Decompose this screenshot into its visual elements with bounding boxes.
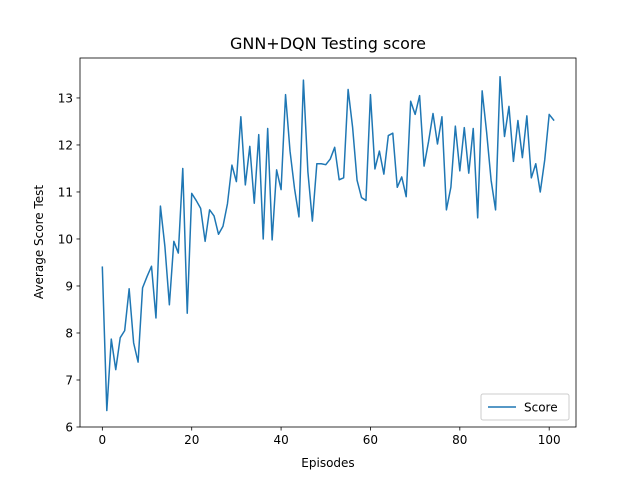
series-line-score [101, 76, 555, 412]
x-tick-label: 0 [99, 433, 107, 447]
legend: Score [480, 393, 570, 421]
y-tick-label: 13 [58, 91, 73, 105]
legend-label-score: Score [524, 401, 558, 415]
x-tick-label: 20 [184, 433, 199, 447]
x-axis: 0 20 40 60 80 100 [99, 427, 561, 447]
x-axis-label: Episodes [301, 456, 354, 470]
y-tick-label: 8 [65, 326, 73, 340]
x-tick-label: 60 [363, 433, 378, 447]
y-tick-label: 12 [58, 138, 73, 152]
y-axis: 6 7 8 9 10 11 12 13 [58, 91, 80, 435]
x-tick-label: 100 [538, 433, 561, 447]
plot-area-frame [79, 57, 577, 428]
y-tick-label: 6 [65, 421, 73, 435]
y-tick-label: 10 [58, 232, 73, 246]
x-tick-label: 40 [273, 433, 288, 447]
chart-title: GNN+DQN Testing score [230, 34, 426, 53]
y-tick-label: 9 [65, 279, 73, 293]
y-tick-label: 7 [65, 373, 73, 387]
legend-box [480, 393, 570, 421]
x-tick-label: 80 [452, 433, 467, 447]
y-axis-label: Average Score Test [32, 185, 46, 299]
y-tick-label: 11 [58, 185, 73, 199]
